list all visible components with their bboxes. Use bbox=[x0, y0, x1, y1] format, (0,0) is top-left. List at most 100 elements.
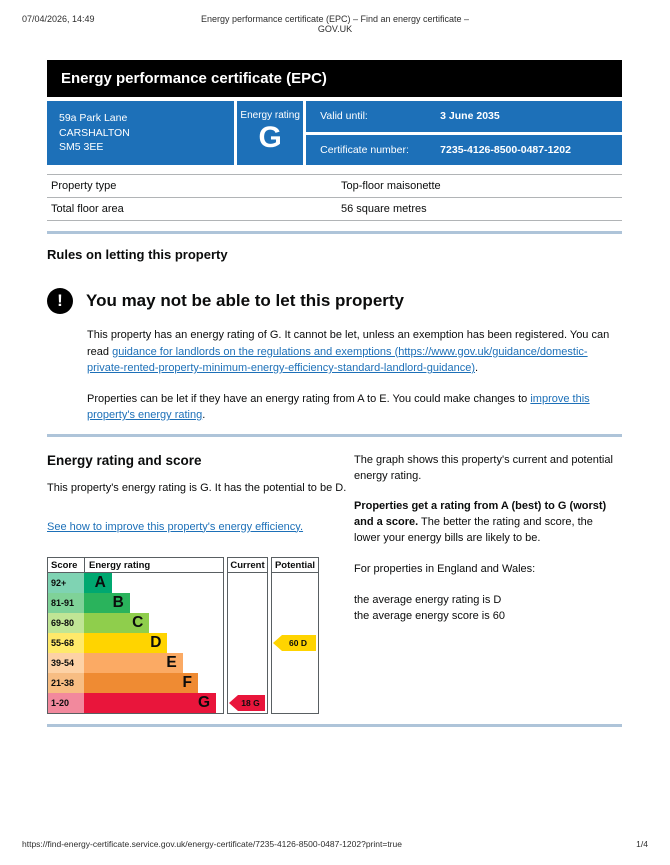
valid-until-row: Valid until: 3 June 2035 bbox=[306, 101, 622, 132]
rating-scale-bold: Properties get a rating from A (best) to… bbox=[354, 500, 607, 529]
band-bar: A bbox=[84, 573, 112, 593]
property-details-table: Property type Top-floor maisonette Total… bbox=[47, 174, 622, 222]
band-letter: E bbox=[166, 654, 177, 671]
current-column-header: Current bbox=[228, 558, 267, 573]
rating-bands-table: Score Energy rating 92+ A 81-91 B 69-80 … bbox=[47, 557, 224, 714]
certificate-validity: Valid until: 3 June 2035 Certificate num… bbox=[306, 101, 622, 166]
print-footer-url: https://find-energy-certificate.service.… bbox=[22, 839, 402, 849]
table-row: Total floor area 56 square metres bbox=[47, 198, 622, 222]
chart-header-row: Score Energy rating bbox=[48, 558, 223, 573]
certificate-number-label: Certificate number: bbox=[320, 143, 409, 156]
rating-section-heading: Energy rating and score bbox=[47, 452, 202, 468]
section-divider bbox=[47, 724, 622, 727]
improve-rating-link[interactable]: improve this property's energy rating bbox=[87, 392, 590, 422]
score-column-header: Score bbox=[51, 559, 78, 571]
national-averages: the average energy rating is D the avera… bbox=[354, 593, 622, 625]
potential-rating-arrow: 60 D bbox=[273, 635, 316, 651]
rating-explanation-column: The graph shows this property's current … bbox=[354, 453, 622, 714]
warning-p1-period: . bbox=[475, 362, 479, 375]
warning-title: You may not be able to let this property bbox=[86, 291, 405, 311]
print-page-number: 1/4 bbox=[636, 839, 648, 849]
band-bar-area: B bbox=[84, 593, 223, 613]
certificate-number-row: Certificate number: 7235-4126-8500-0487-… bbox=[306, 134, 622, 166]
band-row-a: 92+ A bbox=[48, 573, 223, 593]
band-bar: F bbox=[84, 673, 198, 693]
exclamation-icon: ! bbox=[47, 288, 73, 315]
band-bar-area: G bbox=[84, 693, 223, 713]
band-score-range: 55-68 bbox=[48, 633, 84, 653]
epc-banner-title: Energy performance certificate (EPC) bbox=[47, 60, 622, 97]
potential-column-body: 60 D bbox=[272, 573, 318, 713]
band-row-e: 39-54 E bbox=[48, 653, 223, 673]
average-rating-text: the average energy rating is D bbox=[354, 594, 502, 607]
band-bar-area: E bbox=[84, 653, 223, 673]
graph-explainer-text: The graph shows this property's current … bbox=[354, 453, 613, 482]
floor-area-value: 56 square metres bbox=[341, 203, 427, 216]
certificate-summary: 59a Park Lane CARSHALTON SM5 3EE Energy … bbox=[47, 101, 622, 166]
address-line-1: 59a Park Lane bbox=[59, 112, 128, 124]
band-score-range: 81-91 bbox=[48, 593, 84, 613]
warning-paragraph-1: This property has an energy rating of G.… bbox=[87, 327, 622, 377]
address-line-3: SM5 3EE bbox=[59, 141, 104, 154]
property-type-value: Top-floor maisonette bbox=[341, 180, 441, 193]
band-letter: A bbox=[94, 574, 106, 591]
band-row-d: 55-68 D bbox=[48, 633, 223, 653]
band-bar: G bbox=[84, 693, 217, 713]
potential-rating-column: Potential 60 D bbox=[271, 557, 319, 714]
valid-until-value: 3 June 2035 bbox=[440, 110, 500, 123]
energy-rating-badge: Energy rating G bbox=[237, 101, 304, 166]
energy-rating-section: Energy rating and score This property's … bbox=[47, 453, 622, 714]
band-bar-area: D bbox=[84, 633, 223, 653]
property-type-label: Property type bbox=[51, 180, 117, 193]
band-bar: C bbox=[84, 613, 150, 633]
band-row-f: 21-38 F bbox=[48, 673, 223, 693]
band-bar: D bbox=[84, 633, 168, 653]
band-bar-area: F bbox=[84, 673, 223, 693]
average-score-text: the average energy score is 60 bbox=[354, 610, 506, 623]
rating-scale-rest: The better the rating and score, the low… bbox=[354, 516, 593, 545]
rating-score-column: Energy rating and score This property's … bbox=[47, 453, 347, 714]
band-bar-area: C bbox=[84, 613, 223, 633]
property-address: 59a Park Lane CARSHALTON SM5 3EE bbox=[47, 101, 235, 166]
rating-scale-text: Properties get a rating from A (best) to… bbox=[354, 499, 622, 547]
band-letter: F bbox=[182, 674, 192, 691]
energy-rating-label: Energy rating bbox=[240, 110, 300, 121]
rating-intro-text: This property's energy rating is G. It h… bbox=[47, 481, 347, 494]
band-bar: E bbox=[84, 653, 183, 673]
table-row: Property type Top-floor maisonette bbox=[47, 175, 622, 199]
band-letter: G bbox=[197, 694, 211, 711]
band-score-range: 21-38 bbox=[48, 673, 84, 693]
section-divider bbox=[47, 433, 622, 437]
band-bar-area: A bbox=[84, 573, 223, 593]
print-header-spacer bbox=[478, 14, 648, 34]
band-bar: B bbox=[84, 593, 130, 613]
england-wales-text: For properties in England and Wales: bbox=[354, 563, 536, 576]
warning-p2-period: . bbox=[202, 409, 206, 422]
band-row-c: 69-80 C bbox=[48, 613, 223, 633]
potential-column-header: Potential bbox=[272, 558, 318, 573]
warning-paragraph-2: Properties can be let if they have an en… bbox=[87, 391, 622, 424]
band-score-range: 69-80 bbox=[48, 613, 84, 633]
print-footer: https://find-energy-certificate.service.… bbox=[0, 839, 670, 865]
epc-rating-chart: Score Energy rating 92+ A 81-91 B 69-80 … bbox=[47, 557, 347, 714]
rating-column-header: Energy rating bbox=[84, 558, 223, 572]
print-page-title: Energy performance certificate (EPC) – F… bbox=[200, 14, 470, 34]
band-score-range: 1-20 bbox=[48, 693, 84, 713]
current-rating-column: Current 18 G bbox=[227, 557, 268, 714]
warning-body: This property has an energy rating of G.… bbox=[87, 327, 622, 424]
warning-p2-text: Properties can be let if they have an en… bbox=[87, 392, 531, 405]
band-letter: C bbox=[132, 614, 144, 631]
band-row-b: 81-91 B bbox=[48, 593, 223, 613]
address-line-2: CARSHALTON bbox=[59, 126, 130, 139]
print-datetime: 07/04/2026, 14:49 bbox=[22, 14, 95, 24]
landlord-guidance-link[interactable]: guidance for landlords on the regulation… bbox=[87, 345, 588, 375]
print-header: 07/04/2026, 14:49 Energy performance cer… bbox=[0, 0, 670, 34]
band-row-g: 1-20 G bbox=[48, 693, 223, 713]
floor-area-label: Total floor area bbox=[51, 203, 124, 216]
band-score-range: 39-54 bbox=[48, 653, 84, 673]
warning-header: ! You may not be able to let this proper… bbox=[47, 288, 622, 315]
improve-efficiency-link[interactable]: See how to improve this property's energ… bbox=[47, 520, 304, 533]
valid-until-label: Valid until: bbox=[320, 110, 368, 123]
rules-section-heading: Rules on letting this property bbox=[47, 247, 228, 263]
letting-warning: ! You may not be able to let this proper… bbox=[47, 288, 622, 424]
